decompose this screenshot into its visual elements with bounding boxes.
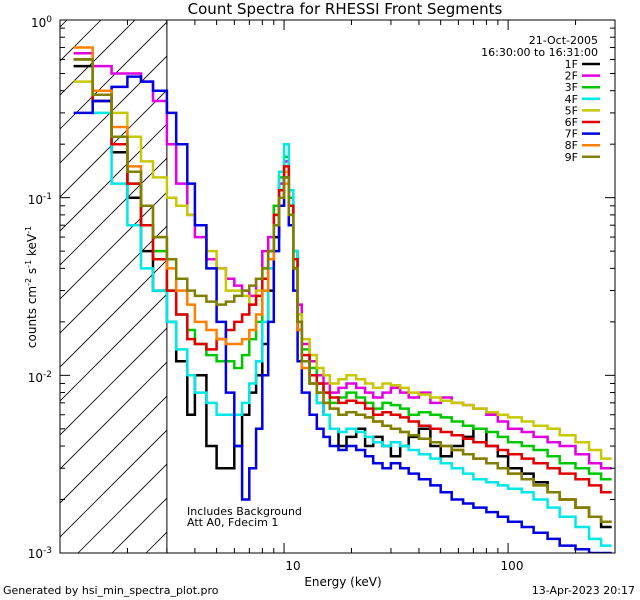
series-line-7f <box>73 75 612 553</box>
y-tick-labels: 100 10-1 10-2 10-3 <box>28 15 53 561</box>
x-tick-label-10: 10 <box>285 559 300 573</box>
footer-generated-by: Generated by hsi_min_spectra_plot.pro <box>3 584 219 597</box>
series-line-2f <box>73 51 612 470</box>
hatch-line <box>60 361 167 470</box>
hatch-line <box>60 259 167 368</box>
legend-label-3f: 3F <box>565 81 578 94</box>
series-line-9f <box>73 58 612 523</box>
axis-ticks <box>59 19 616 554</box>
hatch-line <box>60 191 167 300</box>
x-axis-label: Energy (keV) <box>304 575 381 589</box>
y-tick-label: 10-2 <box>28 370 52 385</box>
legend-date: 21-Oct-2005 <box>529 34 598 47</box>
legend-time-range: 16:30:00 to 16:31:00 <box>481 46 598 59</box>
legend-label-7f: 7F <box>565 128 578 141</box>
annotation-background: Includes Background <box>187 505 302 518</box>
hatch-line <box>60 20 136 96</box>
chart-title: Count Spectra for RHESSI Front Segments <box>188 0 503 18</box>
y-tick-label: 10-1 <box>28 192 52 207</box>
hatch-line <box>60 123 167 232</box>
hatch-line <box>60 395 167 504</box>
legend: 21-Oct-2005 16:30:00 to 16:31:00 1F2F3F4… <box>481 34 600 164</box>
series-group <box>73 46 612 553</box>
legend-label-8f: 8F <box>565 139 578 152</box>
legend-label-9f: 9F <box>565 151 578 164</box>
legend-label-1f: 1F <box>565 58 578 71</box>
hatch-line <box>60 429 167 538</box>
hatch-line <box>60 293 167 402</box>
series-line-4f <box>73 58 612 547</box>
annotation-attenuator: Att A0, Fdecim 1 <box>187 516 278 529</box>
legend-label-2f: 2F <box>565 70 578 83</box>
y-tick-label: 100 <box>31 15 52 30</box>
hatch-line <box>60 55 167 164</box>
hatch-line <box>60 20 102 62</box>
hatch-line <box>60 225 167 334</box>
y-tick-label: 10-3 <box>28 546 52 561</box>
hatch-line <box>60 89 167 198</box>
x-tick-label-100: 100 <box>501 559 524 573</box>
plot-frame <box>59 19 616 554</box>
footer-timestamp: 13-Apr-2023 20:17 <box>532 584 635 597</box>
series-line-6f <box>73 58 612 494</box>
series-line-3f <box>73 58 612 481</box>
legend-label-6f: 6F <box>565 116 578 129</box>
legend-label-5f: 5F <box>565 104 578 117</box>
hatch-line <box>60 21 167 130</box>
legend-label-4f: 4F <box>565 93 578 106</box>
y-axis-label: counts cm-2 s-1 keV-1 <box>24 226 39 348</box>
